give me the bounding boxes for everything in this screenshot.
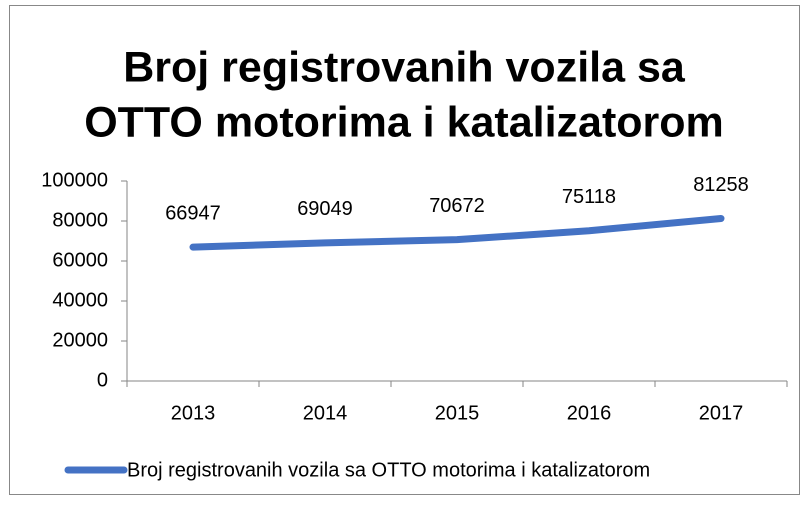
data-line — [189, 214, 725, 251]
y-tick-label: 40000 — [52, 289, 108, 311]
y-tick-label: 60000 — [52, 249, 108, 271]
legend-label: Broj registrovanih vozila sa OTTO motori… — [127, 459, 650, 481]
x-tick-label: 2013 — [171, 402, 216, 424]
data-label: 81258 — [693, 174, 749, 196]
chart-border — [9, 5, 800, 495]
x-tick-label: 2014 — [303, 402, 348, 424]
data-label: 69049 — [297, 198, 353, 220]
x-tick-label: 2016 — [567, 402, 612, 424]
data-label: 75118 — [562, 186, 616, 208]
x-tick-label: 2017 — [699, 402, 744, 424]
y-tick-label: 80000 — [52, 209, 108, 231]
chart-title: Broj registrovanih vozila sa — [123, 43, 686, 91]
y-tick-label: 20000 — [52, 329, 108, 351]
data-label: 70672 — [429, 195, 485, 217]
chart-title: OTTO motorima i katalizatorom — [84, 98, 724, 146]
y-tick-label: 100000 — [41, 169, 108, 191]
data-label: 66947 — [165, 202, 221, 224]
y-tick-label: 0 — [97, 369, 108, 391]
x-tick-label: 2015 — [435, 402, 480, 424]
